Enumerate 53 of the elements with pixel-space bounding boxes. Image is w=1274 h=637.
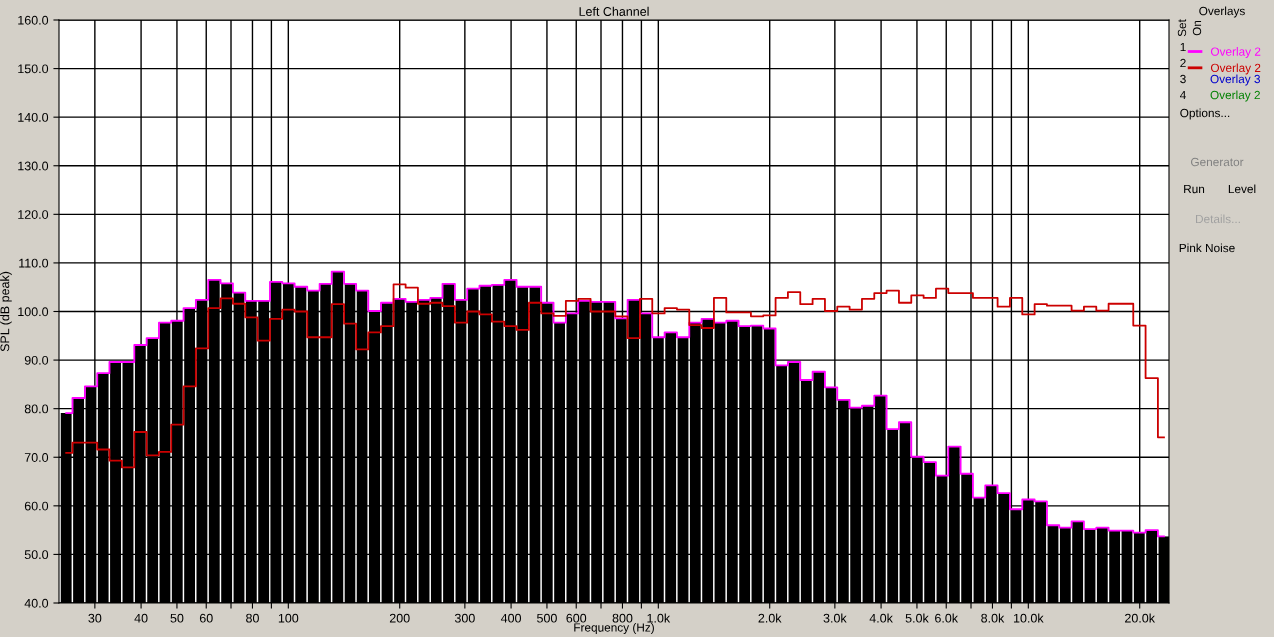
y-tick-label: 110.0 <box>19 258 49 268</box>
x-tick-label: 2.0k <box>758 613 782 623</box>
text: Set <box>1177 19 1187 37</box>
x-tick-label: 3.0k <box>823 613 847 623</box>
x-tick-label: 80 <box>246 613 259 623</box>
text: Overlay 3 <box>1210 74 1260 86</box>
text: Run <box>1184 184 1205 194</box>
text: 2 <box>1180 58 1186 68</box>
text: 4 <box>1179 90 1186 100</box>
x-tick-label: 6.0k <box>935 613 959 623</box>
legend-label: Overlay 2 <box>1210 47 1261 59</box>
x-axis-title: Frequency (Hz) <box>574 622 654 634</box>
x-tick-label: 10.0k <box>1013 613 1044 623</box>
x-tick-label: 4.0k <box>869 613 893 623</box>
y-tick-label: 120.0 <box>18 210 49 219</box>
y-tick-label: 60.0 <box>24 501 49 511</box>
y-tick-label: 140.0 <box>18 112 49 122</box>
legend-label: Overlay 2 <box>1210 63 1261 75</box>
x-tick-label: 300 <box>454 613 475 623</box>
x-tick-label: 60 <box>199 613 213 623</box>
y-tick-label: 80.0 <box>24 404 49 414</box>
x-tick-label: 800 <box>612 613 633 623</box>
y-tick-label: 100.0 <box>18 307 49 317</box>
x-tick-label: 1.0k <box>647 613 671 623</box>
y-tick-label: 50.0 <box>24 550 49 560</box>
text: Generator <box>1191 157 1244 167</box>
text: Overlay 2 <box>1210 90 1260 102</box>
y-tick-label: 40.0 <box>24 598 49 608</box>
y-tick-label: 150.0 <box>18 64 49 74</box>
x-tick-label: 200 <box>389 613 410 623</box>
text: Level <box>1228 184 1256 194</box>
x-tick-label: 8.0k <box>981 613 1005 623</box>
text: Overlays <box>1199 6 1245 18</box>
x-tick-label: 100 <box>278 613 299 623</box>
text: Options... <box>1180 108 1230 120</box>
text: On <box>1192 20 1202 36</box>
y-tick-label: 130.0 <box>18 161 49 171</box>
x-tick-label: 400 <box>500 613 522 623</box>
x-tick-label: 600 <box>566 613 587 623</box>
x-tick-label: 500 <box>537 613 557 623</box>
y-tick-label: 70.0 <box>24 453 49 462</box>
text: 3 <box>1180 74 1186 84</box>
text: Pink Noise <box>1179 243 1235 253</box>
x-tick-label: 20.0k <box>1125 613 1156 623</box>
y-axis-title: SPL (dB peak) <box>0 271 12 352</box>
x-tick-label: 50 <box>170 613 184 623</box>
x-tick-label: 5.0k <box>905 613 929 623</box>
x-tick-label: 30 <box>88 613 102 623</box>
y-tick-label: 90.0 <box>24 355 49 365</box>
y-tick-label: 160.0 <box>18 15 49 25</box>
text: 1 <box>1180 42 1186 52</box>
x-tick-label: 40 <box>134 613 148 623</box>
chart-title: Left Channel <box>579 6 649 16</box>
